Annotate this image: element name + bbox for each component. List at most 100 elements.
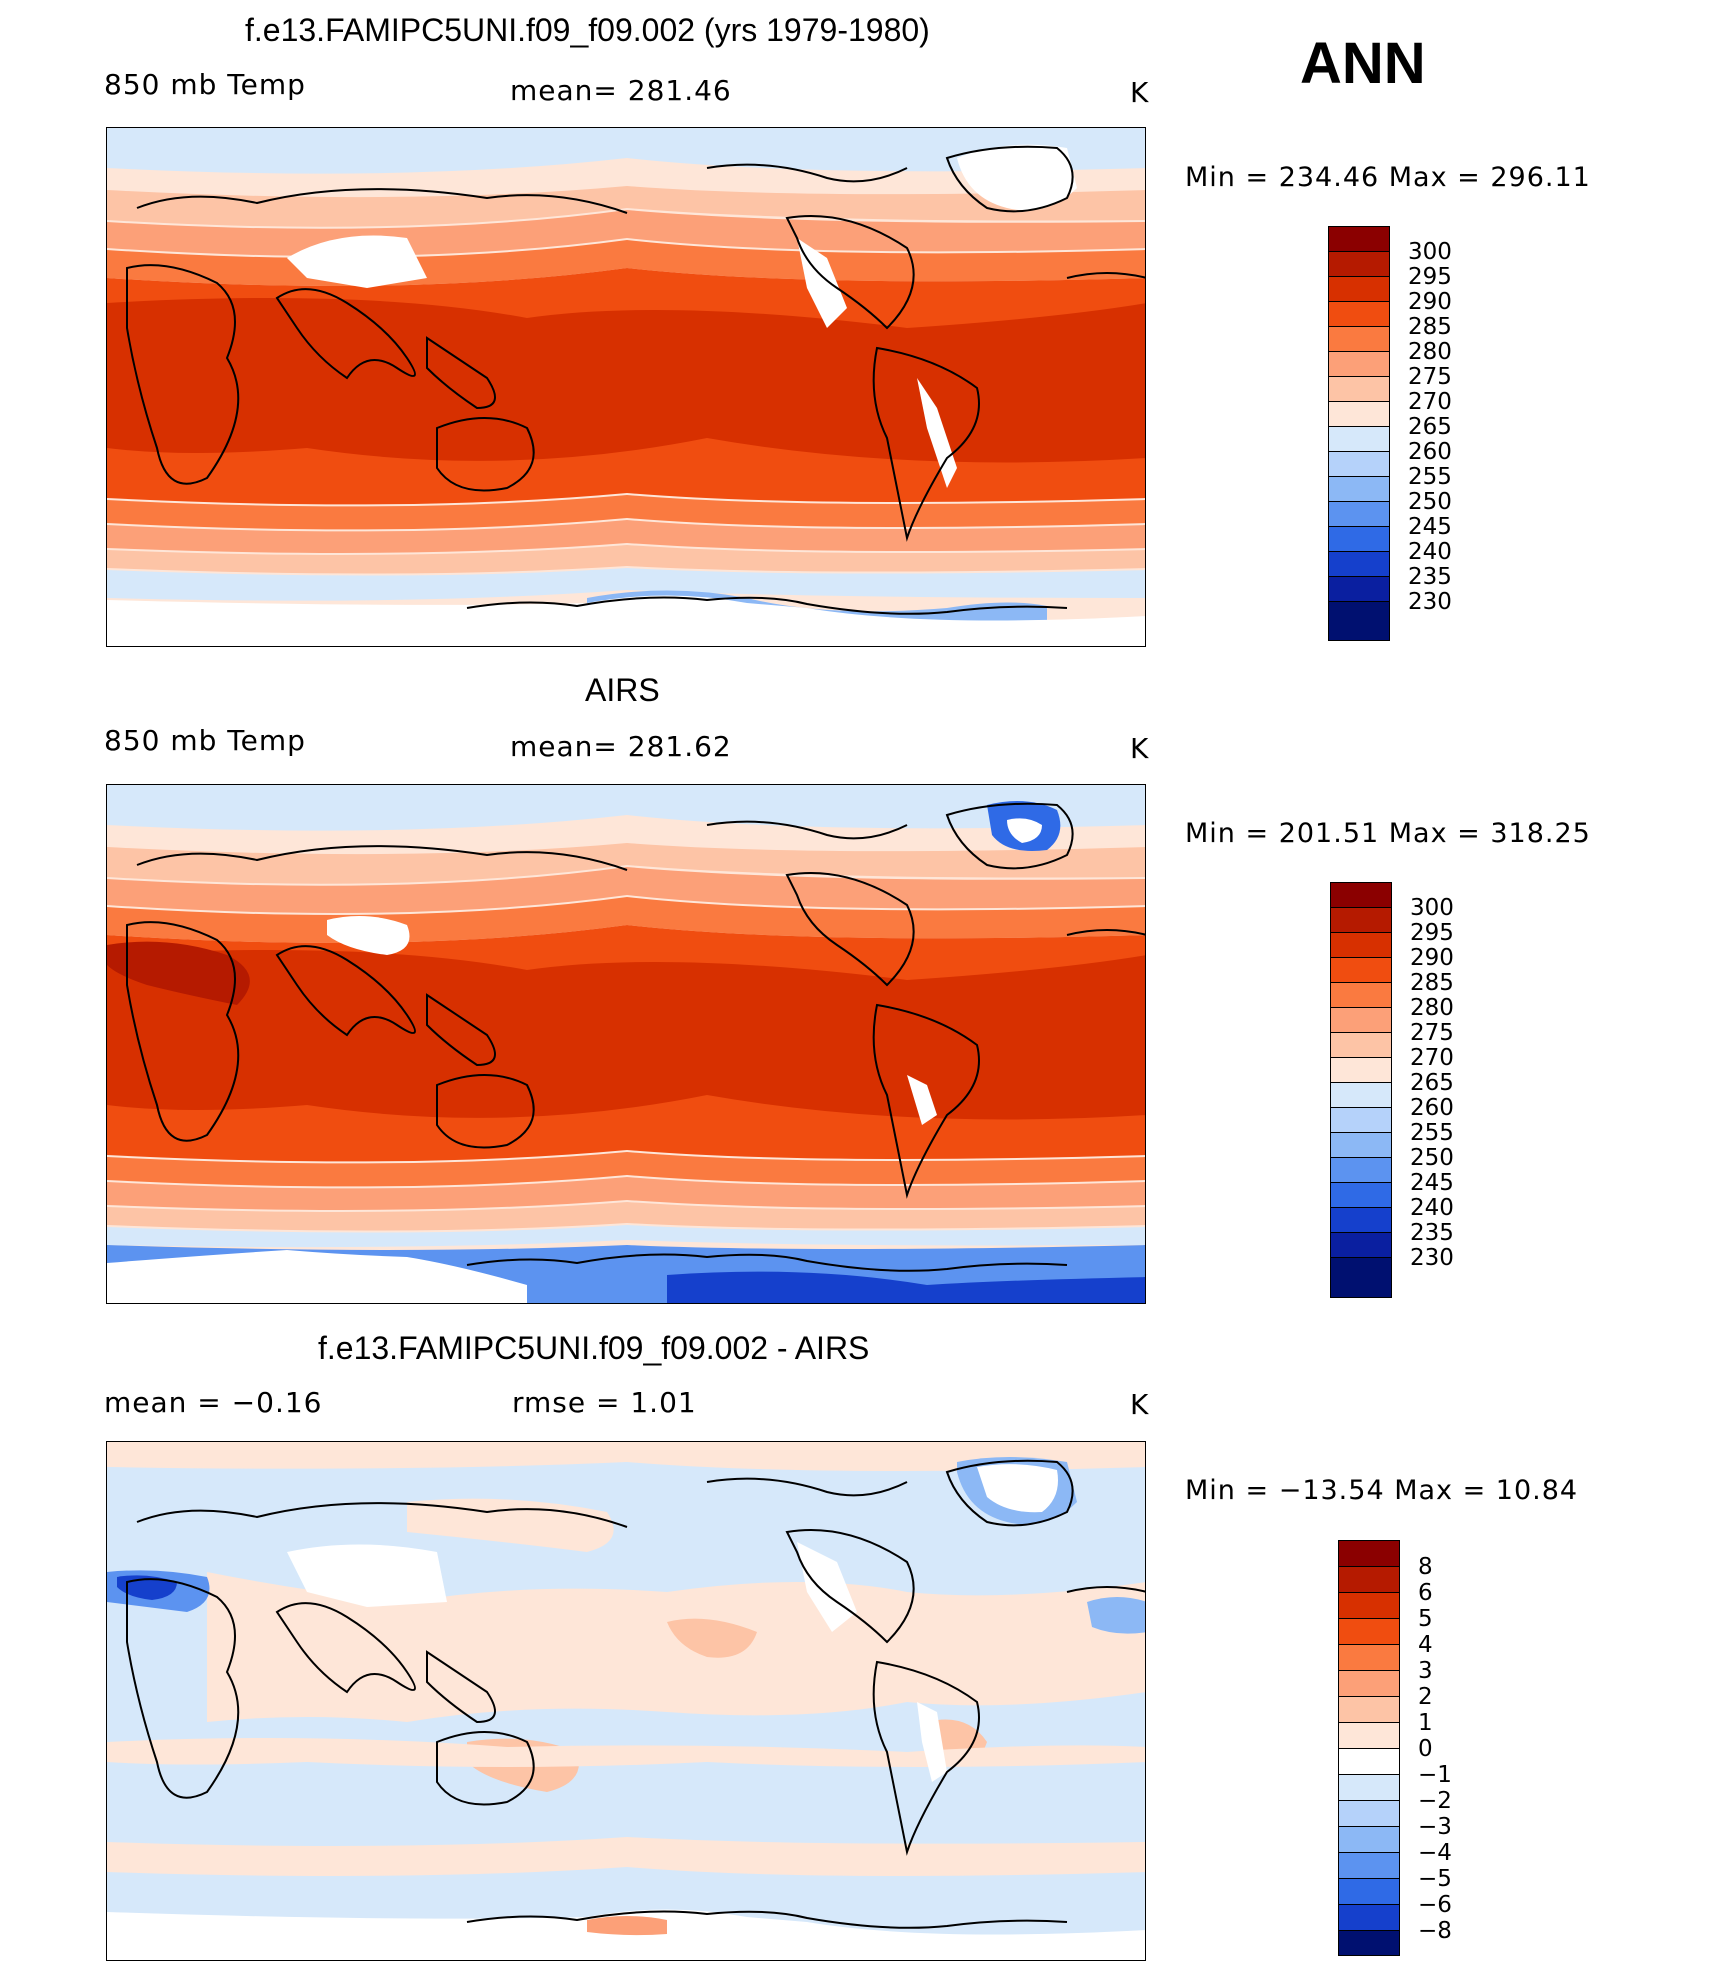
cb3-label-5: 2 bbox=[1418, 1684, 1433, 1710]
panel2-variable-label: 850 mb Temp bbox=[104, 724, 306, 757]
cb3-label-11: −4 bbox=[1418, 1840, 1452, 1866]
cb1-label-8: 260 bbox=[1408, 439, 1452, 465]
panel1-title: f.e13.FAMIPC5UNI.f09_f09.002 (yrs 1979-1… bbox=[245, 12, 930, 48]
cb1-sw-15 bbox=[1328, 601, 1390, 641]
cb1-sw-1 bbox=[1328, 251, 1390, 278]
cb2-label-9: 255 bbox=[1410, 1120, 1454, 1146]
cb2-sw-12 bbox=[1330, 1182, 1392, 1209]
cb1-label-5: 275 bbox=[1408, 364, 1452, 390]
cb1-label-7: 265 bbox=[1408, 414, 1452, 440]
cb2-label-8: 260 bbox=[1410, 1095, 1454, 1121]
cb2-sw-2 bbox=[1330, 932, 1392, 959]
cb2-sw-0 bbox=[1330, 882, 1392, 909]
cb1-sw-9 bbox=[1328, 451, 1390, 478]
cb2-sw-15 bbox=[1330, 1257, 1392, 1298]
cb2-label-6: 270 bbox=[1410, 1045, 1454, 1071]
cb1-label-0: 300 bbox=[1408, 239, 1452, 265]
panel3-mean-label: mean = −0.16 bbox=[104, 1386, 323, 1419]
panel3-title: f.e13.FAMIPC5UNI.f09_f09.002 - AIRS bbox=[318, 1330, 870, 1366]
cb3-sw-15 bbox=[1338, 1930, 1400, 1956]
cb2-label-13: 235 bbox=[1410, 1220, 1454, 1246]
cb1-label-14: 230 bbox=[1408, 589, 1452, 615]
panel3-map bbox=[106, 1441, 1146, 1961]
panel2-mean-label: mean= 281.62 bbox=[510, 730, 732, 763]
cb1-label-3: 285 bbox=[1408, 314, 1452, 340]
cb3-label-2: 5 bbox=[1418, 1606, 1433, 1632]
cb3-sw-4 bbox=[1338, 1644, 1400, 1672]
cb2-sw-6 bbox=[1330, 1032, 1392, 1059]
cb2-sw-14 bbox=[1330, 1232, 1392, 1259]
cb1-sw-13 bbox=[1328, 551, 1390, 578]
cb1-sw-0 bbox=[1328, 226, 1390, 253]
cb3-label-0: 8 bbox=[1418, 1554, 1433, 1580]
cb2-label-11: 245 bbox=[1410, 1170, 1454, 1196]
cb3-sw-0 bbox=[1338, 1540, 1400, 1568]
cb2-sw-5 bbox=[1330, 1007, 1392, 1034]
cb3-label-8: −1 bbox=[1418, 1762, 1452, 1788]
cb2-sw-1 bbox=[1330, 907, 1392, 934]
cb3-sw-7 bbox=[1338, 1722, 1400, 1750]
cb3-label-4: 3 bbox=[1418, 1658, 1433, 1684]
cb3-label-9: −2 bbox=[1418, 1788, 1452, 1814]
cb3-sw-11 bbox=[1338, 1826, 1400, 1854]
cb2-sw-7 bbox=[1330, 1057, 1392, 1084]
cb3-sw-5 bbox=[1338, 1670, 1400, 1698]
panel3-units-label: K bbox=[1130, 1388, 1150, 1421]
cb3-sw-1 bbox=[1338, 1566, 1400, 1594]
cb3-label-1: 6 bbox=[1418, 1580, 1433, 1606]
cb3-label-3: 4 bbox=[1418, 1632, 1433, 1658]
cb3-label-7: 0 bbox=[1418, 1736, 1433, 1762]
panel2-title: AIRS bbox=[585, 672, 660, 708]
cb2-label-10: 250 bbox=[1410, 1145, 1454, 1171]
cb1-label-13: 235 bbox=[1408, 564, 1452, 590]
panel1-map-svg bbox=[107, 128, 1145, 646]
cb1-label-12: 240 bbox=[1408, 539, 1452, 565]
cb1-label-1: 295 bbox=[1408, 264, 1452, 290]
panel2-map-svg bbox=[107, 785, 1145, 1303]
cb2-label-4: 280 bbox=[1410, 995, 1454, 1021]
cb2-sw-13 bbox=[1330, 1207, 1392, 1234]
cb2-sw-8 bbox=[1330, 1082, 1392, 1109]
cb2-sw-11 bbox=[1330, 1157, 1392, 1184]
cb1-sw-2 bbox=[1328, 276, 1390, 303]
cb3-sw-13 bbox=[1338, 1878, 1400, 1906]
cb1-sw-3 bbox=[1328, 301, 1390, 328]
panel1-map bbox=[106, 127, 1146, 647]
panel2-colorbar: 300 295 290 285 280 275 270 265 260 255 … bbox=[1330, 882, 1490, 1298]
cb1-sw-7 bbox=[1328, 401, 1390, 428]
panel1-variable-label: 850 mb Temp bbox=[104, 68, 306, 101]
panel3-rmse-label: rmse = 1.01 bbox=[512, 1386, 697, 1419]
cb1-sw-5 bbox=[1328, 351, 1390, 378]
cb1-label-2: 290 bbox=[1408, 289, 1452, 315]
panel1-minmax: Min = 234.46 Max = 296.11 bbox=[1185, 162, 1591, 193]
cb2-label-1: 295 bbox=[1410, 920, 1454, 946]
cb3-sw-8 bbox=[1338, 1748, 1400, 1776]
cb1-sw-4 bbox=[1328, 326, 1390, 353]
cb3-label-6: 1 bbox=[1418, 1710, 1433, 1736]
panel1-mean-label: mean= 281.46 bbox=[510, 74, 732, 107]
cb2-label-3: 285 bbox=[1410, 970, 1454, 996]
cb3-label-10: −3 bbox=[1418, 1814, 1452, 1840]
cb3-label-14: −8 bbox=[1418, 1918, 1452, 1944]
cb3-sw-10 bbox=[1338, 1800, 1400, 1828]
cb2-label-2: 290 bbox=[1410, 945, 1454, 971]
panel2-map bbox=[106, 784, 1146, 1304]
cb1-label-11: 245 bbox=[1408, 514, 1452, 540]
cb1-label-4: 280 bbox=[1408, 339, 1452, 365]
cb2-label-5: 275 bbox=[1410, 1020, 1454, 1046]
panel2-minmax: Min = 201.51 Max = 318.25 bbox=[1185, 818, 1591, 849]
cb3-sw-9 bbox=[1338, 1774, 1400, 1802]
cb3-label-13: −6 bbox=[1418, 1892, 1452, 1918]
cb2-sw-4 bbox=[1330, 982, 1392, 1009]
cb1-label-6: 270 bbox=[1408, 389, 1452, 415]
cb2-label-14: 230 bbox=[1410, 1245, 1454, 1271]
panel3-minmax: Min = −13.54 Max = 10.84 bbox=[1185, 1475, 1579, 1506]
cb3-label-12: −5 bbox=[1418, 1866, 1452, 1892]
cb2-sw-9 bbox=[1330, 1107, 1392, 1134]
cb1-label-9: 255 bbox=[1408, 464, 1452, 490]
cb2-sw-3 bbox=[1330, 957, 1392, 984]
cb3-sw-14 bbox=[1338, 1904, 1400, 1932]
cb1-sw-10 bbox=[1328, 476, 1390, 503]
panel1-colorbar: 300 295 290 285 280 275 270 265 260 255 … bbox=[1328, 226, 1488, 641]
cb2-label-12: 240 bbox=[1410, 1195, 1454, 1221]
